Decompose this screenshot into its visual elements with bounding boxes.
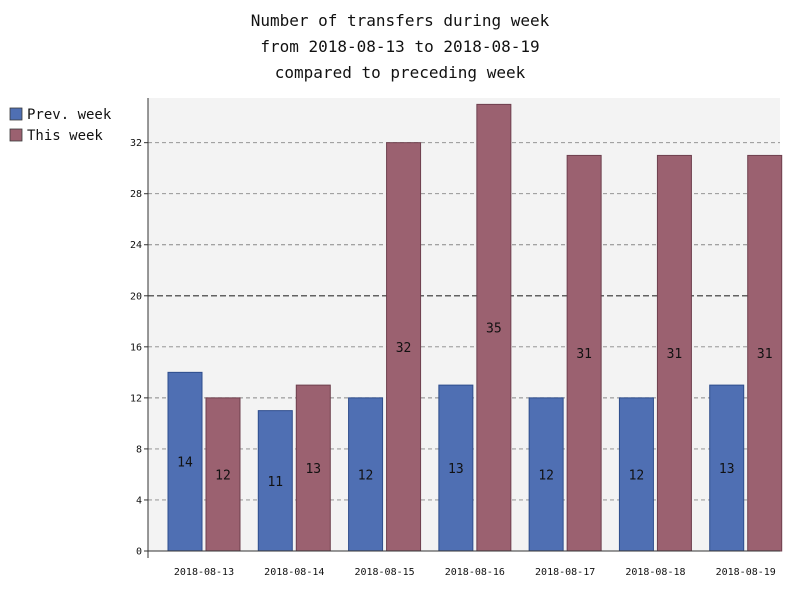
x-tick-label: 2018-08-14 bbox=[264, 567, 324, 578]
bar-value-label: 14 bbox=[177, 456, 193, 471]
chart-title: Number of transfers during week from 2018… bbox=[251, 11, 550, 82]
legend-swatch bbox=[9, 128, 23, 142]
y-tick-labels: 0 4 8 12 16 20 24 28 32 bbox=[130, 138, 148, 558]
bar-value-label: 13 bbox=[305, 462, 321, 477]
x-tick-label: 2018-08-18 bbox=[625, 567, 685, 578]
bar-value-label: 12 bbox=[358, 468, 374, 483]
y-tick-label: 32 bbox=[130, 138, 142, 149]
y-tick-label: 8 bbox=[136, 444, 142, 455]
bar-value-label: 13 bbox=[719, 462, 735, 477]
bar-value-label: 12 bbox=[629, 468, 645, 483]
bar bbox=[257, 410, 293, 552]
bar-value-label: 11 bbox=[267, 475, 283, 490]
legend-label: Prev. week bbox=[27, 107, 112, 123]
bar bbox=[747, 154, 783, 552]
bar-value-label: 12 bbox=[538, 468, 554, 483]
x-tick-labels: 2018-08-13 2018-08-14 2018-08-15 2018-08-16… bbox=[174, 567, 776, 578]
bar-value-label: 32 bbox=[396, 341, 412, 356]
x-tick-label: 2018-08-15 bbox=[354, 567, 414, 578]
bar-value-label: 35 bbox=[486, 322, 502, 337]
bar bbox=[709, 384, 745, 552]
chart-title-line: compared to preceding week bbox=[275, 63, 526, 82]
bar bbox=[205, 397, 241, 552]
bar-value-label: 13 bbox=[448, 462, 464, 477]
chart-title-line: from 2018-08-13 to 2018-08-19 bbox=[260, 37, 539, 56]
bar bbox=[295, 384, 331, 552]
x-tick-label: 2018-08-17 bbox=[535, 567, 595, 578]
bar bbox=[167, 371, 203, 552]
legend-label: This week bbox=[27, 128, 103, 144]
y-tick-label: 24 bbox=[130, 240, 142, 251]
bars: 14 12 11 13 12 32 13 35 12 31 12 31 13 31 bbox=[167, 103, 783, 552]
chart-title-line: Number of transfers during week bbox=[251, 11, 550, 30]
bar bbox=[476, 103, 512, 552]
bar-value-label: 31 bbox=[757, 347, 773, 362]
bar-value-label: 31 bbox=[576, 347, 592, 362]
bar bbox=[528, 397, 564, 552]
y-tick-label: 0 bbox=[136, 547, 142, 558]
y-tick-label: 20 bbox=[130, 291, 142, 302]
bar bbox=[438, 384, 474, 552]
y-tick-label: 28 bbox=[130, 189, 142, 200]
bar bbox=[566, 154, 602, 552]
legend-swatch bbox=[9, 107, 23, 121]
bar-value-label: 12 bbox=[215, 468, 231, 483]
x-tick-label: 2018-08-16 bbox=[445, 567, 505, 578]
y-tick-label: 12 bbox=[130, 393, 142, 404]
x-tick-label: 2018-08-13 bbox=[174, 567, 234, 578]
axes bbox=[147, 98, 780, 558]
x-tick-label: 2018-08-19 bbox=[716, 567, 776, 578]
y-tick-label: 16 bbox=[130, 342, 142, 353]
bar-value-label: 31 bbox=[667, 347, 683, 362]
bar bbox=[656, 154, 692, 552]
y-tick-label: 4 bbox=[136, 495, 142, 506]
legend: Prev. week This week bbox=[9, 107, 112, 144]
bar bbox=[618, 397, 654, 552]
